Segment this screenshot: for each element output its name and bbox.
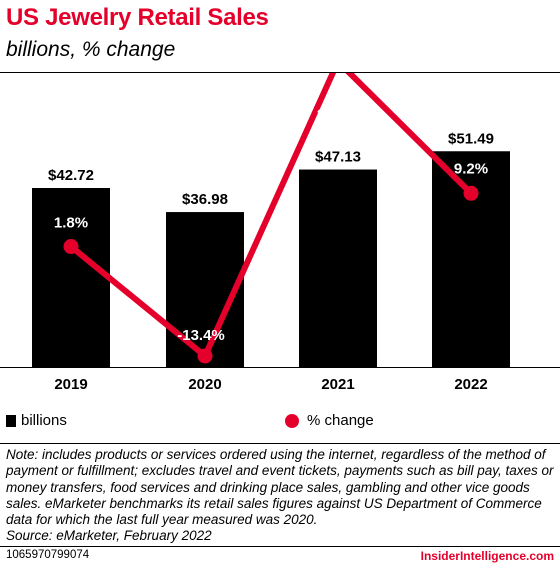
change-point-2019 <box>63 239 79 255</box>
x-tick-label-2019: 2019 <box>54 376 87 393</box>
x-tick-label-2020: 2020 <box>188 376 221 393</box>
bar-value-label-2019: $42.72 <box>48 167 94 184</box>
x-tick-label-2021: 2021 <box>321 376 354 393</box>
legend-square-swatch <box>6 414 16 427</box>
legend-item-change: % change <box>285 412 374 429</box>
change-line <box>68 73 474 359</box>
chart-plot: $42.72 $36.98 $47.13 $51.49 2019 2020 2021 2022… <box>0 73 560 393</box>
chart-subtitle: billions, % change <box>6 38 176 61</box>
chart-id: 1065970799074 <box>6 549 90 561</box>
change-value-label-2022: 9.2% <box>454 160 488 177</box>
legend-dot-swatch <box>285 413 299 428</box>
change-value-label-2021: 27.5% <box>317 107 360 124</box>
note-text: Note: includes products or services orde… <box>6 447 554 528</box>
change-point-2022 <box>463 185 479 201</box>
legend-label-billions: billions <box>21 412 67 429</box>
bar-2020 <box>166 212 244 367</box>
change-value-label-2019: 1.8% <box>54 215 88 232</box>
source-text: Source: eMarketer, February 2022 <box>6 528 212 544</box>
chart-title: US Jewelry Retail Sales <box>6 4 269 31</box>
bar-2021 <box>299 169 377 367</box>
bar-2019 <box>32 188 110 367</box>
change-value-label-2020: -13.4% <box>177 327 225 344</box>
chart-notes: Note: includes products or services orde… <box>6 447 554 545</box>
brand-link[interactable]: InsiderIntelligence.com <box>420 549 554 563</box>
top-divider <box>0 72 560 73</box>
x-tick-label-2022: 2022 <box>454 376 487 393</box>
notes-divider <box>0 443 560 444</box>
bar-value-label-2021: $47.13 <box>315 149 361 166</box>
footer-divider <box>0 546 560 547</box>
bar-value-label-2020: $36.98 <box>182 191 228 208</box>
bar-2022 <box>432 151 510 367</box>
bar-value-label-2022: $51.49 <box>448 130 494 147</box>
legend-label-change: % change <box>307 412 374 429</box>
legend-item-billions: billions <box>6 412 67 429</box>
change-point-2020 <box>197 348 213 364</box>
